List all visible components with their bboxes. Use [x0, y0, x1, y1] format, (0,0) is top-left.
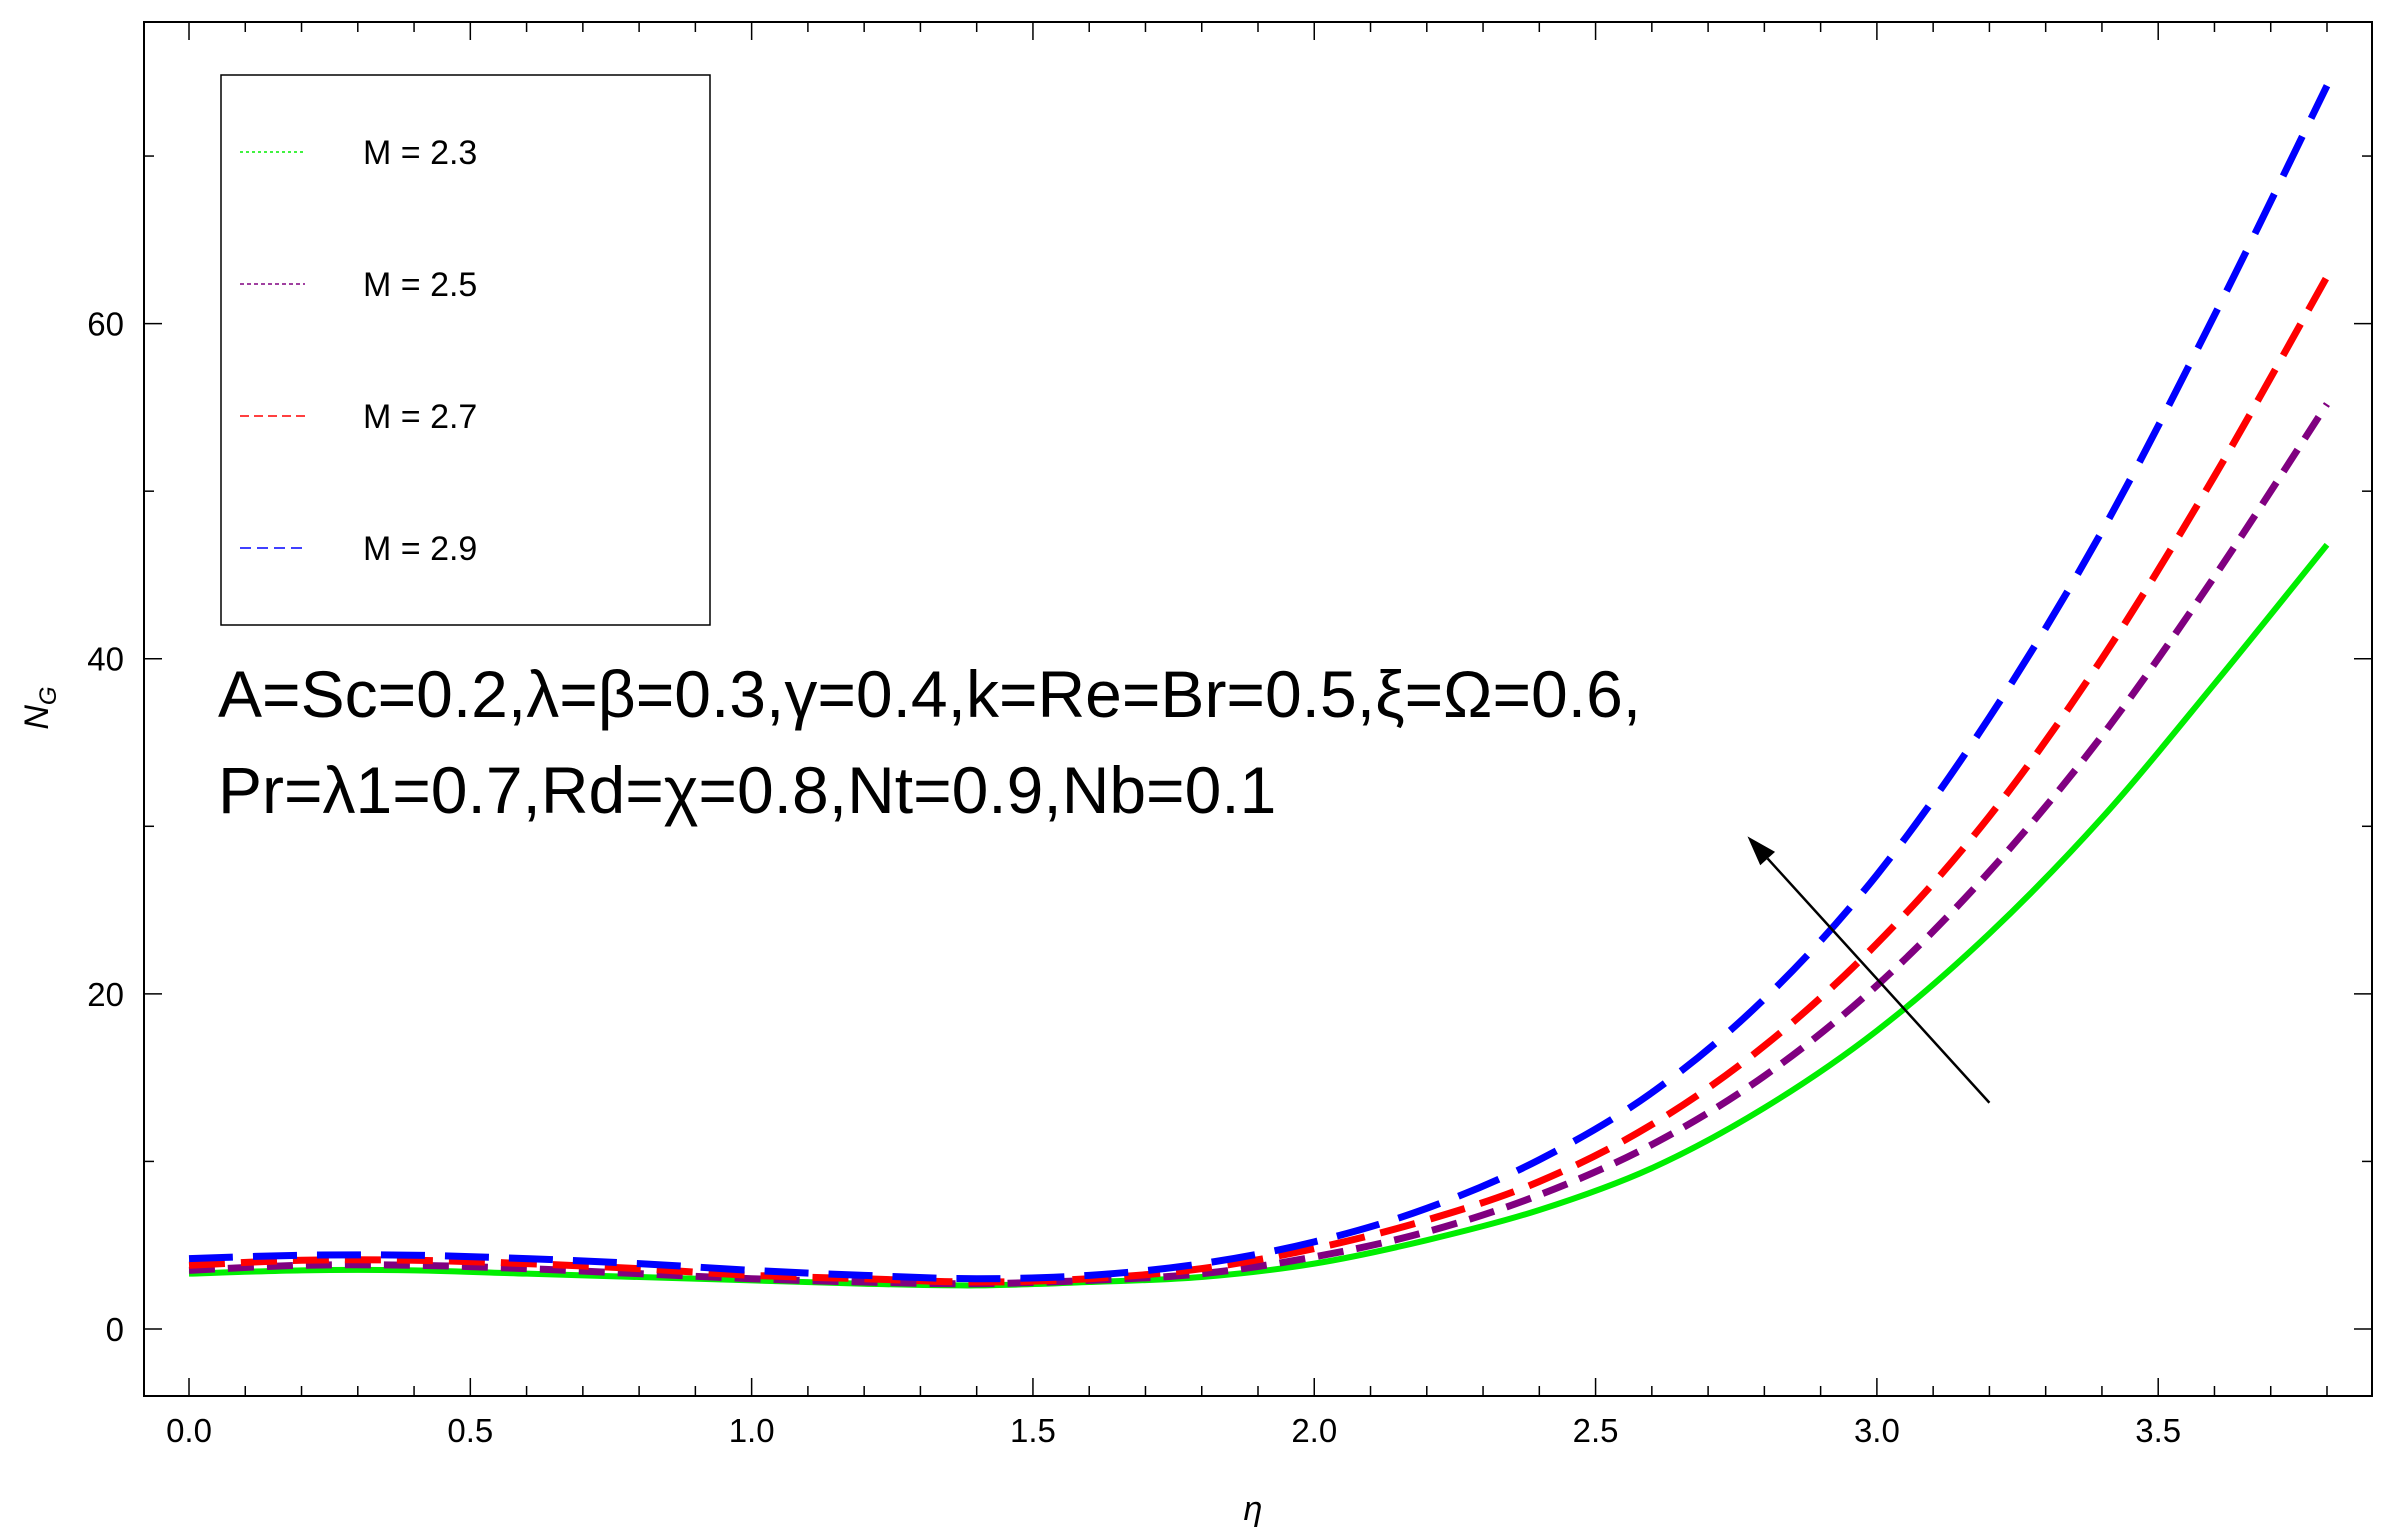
legend-box	[220, 74, 711, 626]
x-tick-label: 1.5	[1010, 1412, 1056, 1449]
y-axis-title-main: N	[18, 705, 56, 730]
series-line	[188, 542, 2330, 1289]
trend-arrow-head	[1747, 836, 1776, 866]
x-tick-label: 2.5	[1573, 1412, 1619, 1449]
trend-arrow-line	[1766, 857, 1991, 1104]
series-line	[188, 402, 2330, 1288]
series-line	[188, 84, 2331, 1283]
x-tick-label: 3.5	[2135, 1412, 2181, 1449]
y-axis-title-sub: G	[35, 686, 62, 705]
y-tick-label: 60	[87, 306, 124, 343]
legend-label: M = 2.9	[363, 530, 477, 568]
y-tick-label: 40	[87, 641, 124, 678]
legend-items: M = 2.3 M = 2.5 M = 2.7 M = 2.9	[240, 134, 477, 568]
x-tick-label: 0.0	[166, 1412, 212, 1449]
tick-labels: 0.0 0.5 1.0 1.5 2.0 2.5 3.0 3.5 0 20 40 60	[87, 306, 2181, 1449]
legend-label: M = 2.5	[363, 266, 477, 304]
axis-ticks	[144, 22, 2372, 1396]
legend-label: M = 2.3	[363, 134, 477, 172]
x-tick-label: 1.0	[729, 1412, 775, 1449]
x-tick-label: 0.5	[447, 1412, 493, 1449]
annotation-line-1: A=Sc=0.2,λ=β=0.3,γ=0.4,k=Re=Br=0.5,ξ=Ω=0…	[218, 657, 1641, 731]
x-axis-title: η	[1244, 1490, 1263, 1528]
legend: M = 2.3 M = 2.5 M = 2.7 M = 2.9	[220, 74, 711, 626]
y-tick-label: 0	[106, 1311, 124, 1348]
series-line	[188, 274, 2331, 1286]
legend-label: M = 2.7	[363, 398, 477, 436]
y-axis-title: NG	[18, 686, 62, 729]
annotation-line-2: Pr=λ1=0.7,Rd=χ=0.8,Nt=0.9,Nb=0.1	[218, 753, 1276, 827]
x-tick-label: 2.0	[1291, 1412, 1337, 1449]
series-lines	[188, 84, 2331, 1289]
x-tick-label: 3.0	[1854, 1412, 1900, 1449]
trend-arrow	[1747, 836, 1991, 1104]
y-tick-label: 20	[87, 976, 124, 1013]
